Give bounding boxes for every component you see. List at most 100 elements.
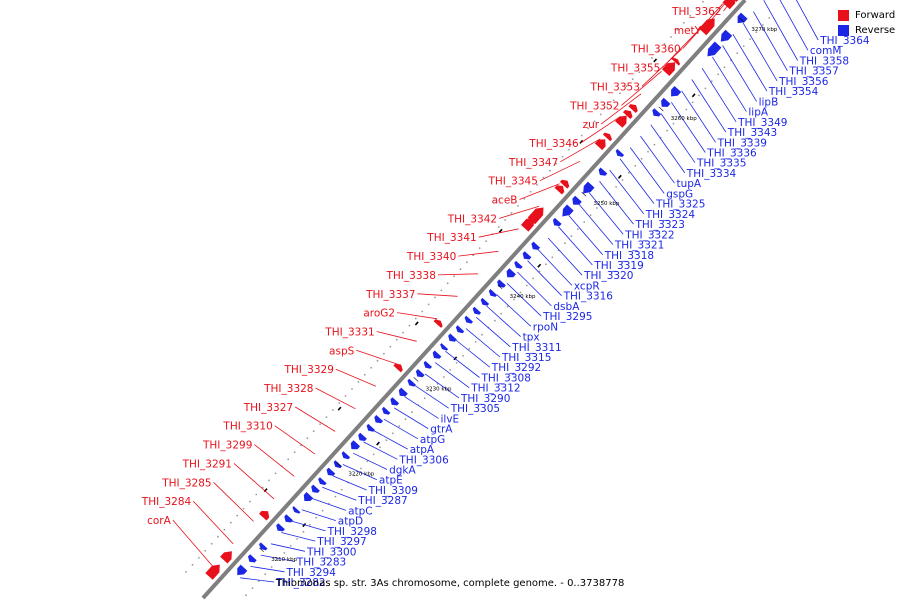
- leader-line-thi-3283: [260, 554, 295, 562]
- leader-line-thi-3337: [417, 293, 458, 297]
- gene-label-thi-3283: THI_3283: [296, 557, 346, 569]
- leader-line-thi-3352: [621, 70, 662, 106]
- leader-line-dgka: [352, 452, 388, 470]
- legend-reverse-label: Reverse: [855, 25, 896, 36]
- reverse-gene: [448, 333, 457, 342]
- reverse-gene: [598, 167, 608, 176]
- minor-tick-dot: [504, 219, 506, 221]
- minor-tick-dot: [370, 366, 373, 369]
- minor-tick-dot: [287, 458, 290, 461]
- minor-tick-dot: [351, 388, 353, 390]
- gene-label-thi-3335: THI_3335: [696, 158, 746, 170]
- leader-line-xcpr: [537, 249, 573, 286]
- minor-tick-dot: [542, 176, 545, 179]
- reverse-gene: [415, 369, 425, 378]
- leader-line-thi-3284: [192, 500, 234, 545]
- minor-tick-dot: [768, 17, 771, 19]
- legend-forward-label: Forward: [855, 10, 896, 21]
- reverse-gene: [440, 343, 449, 351]
- reverse-gene: [237, 564, 248, 576]
- gene-label-thi-3315: THI_3315: [501, 352, 551, 364]
- minor-tick-dot: [529, 190, 532, 193]
- gene-label-thi-3287: THI_3287: [357, 495, 407, 507]
- gene-label-thi-3339: THI_3339: [717, 137, 767, 149]
- reverse-gene: [671, 86, 682, 97]
- gene-label-thi-3364: THI_3364: [819, 35, 870, 47]
- forward-gene: [623, 110, 633, 119]
- gene-label-thi-3284: THI_3284: [141, 496, 192, 508]
- gene-label-thi-3322: THI_3322: [624, 229, 674, 241]
- kbp-tick-mark: [336, 462, 342, 467]
- leader-line-thi-3306: [363, 441, 398, 460]
- reverse-gene: [488, 289, 498, 297]
- leader-line-thi-3319: [558, 226, 593, 266]
- leader-line-lipa: [712, 56, 747, 112]
- minor-tick-dot: [638, 71, 640, 74]
- leader-line-thi-3340: [458, 250, 499, 257]
- minor-tick-dot: [593, 120, 596, 123]
- gene-label-thi-3305: THI_3305: [450, 403, 500, 415]
- leader-line-thi-3311: [476, 316, 511, 348]
- legend-item-forward: Forward: [838, 8, 895, 23]
- reverse-gene: [615, 149, 625, 157]
- minor-tick-dot: [657, 50, 660, 52]
- gene-label-thi-3311: THI_3311: [511, 342, 561, 354]
- minor-tick-dot: [306, 437, 309, 440]
- minor-tick-dot: [647, 150, 649, 153]
- reverse-gene: [464, 315, 473, 324]
- leader-line-thi-3323: [599, 181, 634, 225]
- leader-line-thi-3298: [291, 520, 326, 532]
- reverse-gene: [497, 279, 506, 288]
- minor-tick-dot: [344, 395, 347, 397]
- minor-tick-dot: [423, 397, 426, 399]
- forward-gene: [521, 217, 535, 232]
- minor-tick-dot: [474, 340, 477, 343]
- gene-label-aceb: aceB: [492, 195, 518, 207]
- strand-marker: [579, 139, 584, 144]
- strand-marker: [498, 228, 503, 233]
- minor-tick-dot: [587, 127, 589, 130]
- minor-tick-dot: [717, 73, 720, 76]
- forward-gene: [662, 62, 676, 76]
- reverse-gene: [326, 467, 336, 476]
- leader-line-thi-3305: [414, 384, 449, 409]
- reverse-gene: [480, 297, 490, 306]
- reverse-gene: [514, 260, 523, 269]
- gene-label-thi-3325: THI_3325: [655, 199, 705, 211]
- gene-label-thi-3309: THI_3309: [368, 485, 418, 497]
- strand-marker: [376, 441, 381, 446]
- leader-line-thi-3349: [701, 67, 737, 123]
- gene-label-thi-3291: THI_3291: [182, 458, 232, 470]
- minor-tick-dot: [366, 460, 369, 463]
- forward-gene: [594, 139, 606, 151]
- leader-line-thi-3329: [335, 368, 377, 387]
- leader-line-thi-3331: [376, 331, 417, 342]
- reverse-gene: [432, 350, 442, 359]
- kbp-tick-label: 3250 kbp: [594, 201, 620, 207]
- minor-tick-dot: [277, 559, 279, 561]
- forward-gene: [628, 104, 638, 113]
- minor-tick-dot: [427, 303, 430, 306]
- minor-tick-dot: [564, 242, 566, 245]
- gene-label-thi-3298: THI_3298: [327, 526, 377, 538]
- minor-tick-dot: [389, 345, 392, 348]
- minor-tick-dot: [494, 319, 496, 322]
- leader-line-thi-3345: [539, 160, 581, 182]
- minor-tick-dot: [689, 14, 692, 17]
- minor-tick-dot: [523, 198, 526, 200]
- minor-tick-dot: [383, 352, 385, 355]
- gene-label-lipa: lipA: [748, 107, 768, 119]
- minor-tick-dot: [666, 129, 668, 132]
- minor-tick-dot: [574, 141, 577, 144]
- minor-tick-dot: [536, 183, 538, 186]
- leader-line-thi-3315: [465, 328, 501, 358]
- leader-line-thi-3287: [322, 486, 357, 501]
- gene-label-gspg: gspG: [666, 188, 693, 200]
- minor-tick-dot: [478, 247, 481, 250]
- leader-line-thi-3328: [315, 387, 356, 410]
- reverse-gene: [374, 415, 383, 424]
- minor-tick-dot: [599, 113, 602, 116]
- gene-label-thi-3285: THI_3285: [161, 477, 211, 489]
- leader-line-thi-3353: [641, 48, 683, 87]
- minor-tick-dot: [229, 521, 232, 524]
